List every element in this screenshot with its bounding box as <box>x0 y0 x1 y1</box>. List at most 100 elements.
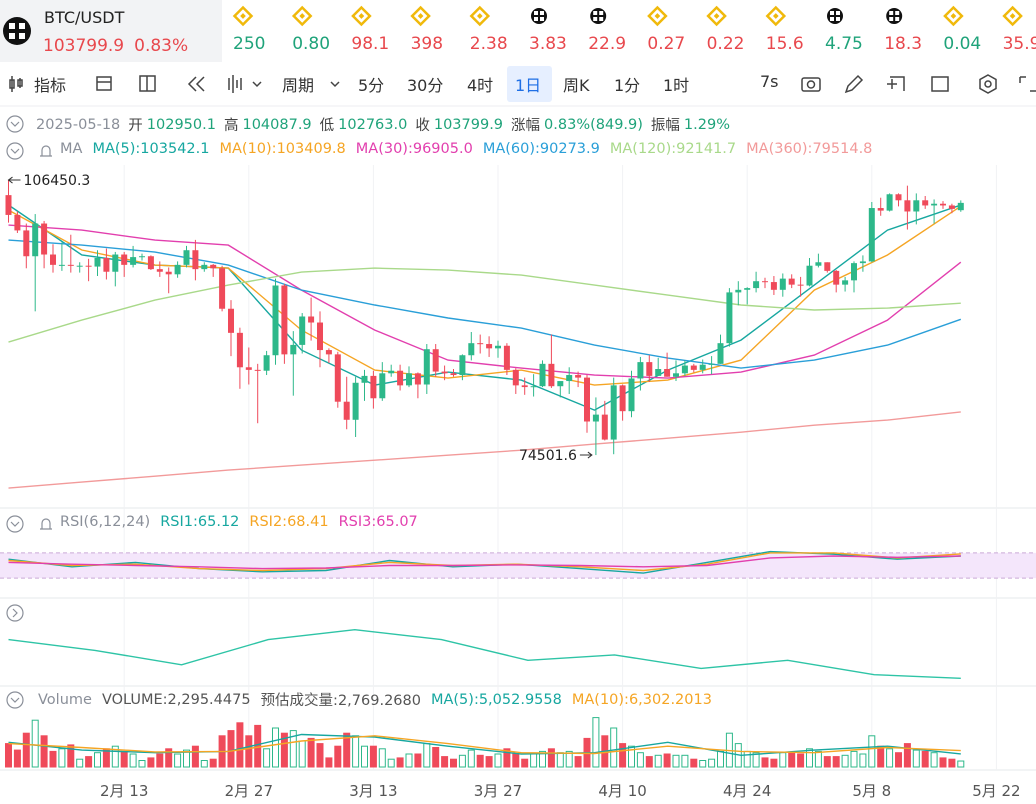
volume-bar <box>49 750 57 768</box>
volume-bar <box>361 745 368 768</box>
candle-body <box>601 414 608 440</box>
info-date: 2025-05-18 <box>36 116 121 133</box>
volume-bar <box>156 753 164 768</box>
interval-button[interactable]: 1时 <box>663 76 690 95</box>
candle-body <box>948 205 955 209</box>
ohlc-info: 2025-05-18 开 102950.1 高 104087.9 低 102763.0 收 1… <box>36 114 738 135</box>
interval-button[interactable]: 1日 <box>515 76 542 95</box>
token-circle <box>590 8 607 24</box>
candle-body <box>308 316 315 323</box>
ticker-value: 15.6 <box>765 34 804 54</box>
interval-button[interactable]: 30分 <box>407 76 444 95</box>
candle-body <box>14 214 21 231</box>
bnb-diamond <box>647 5 668 27</box>
volume-bar <box>22 732 30 768</box>
volume-bar <box>414 753 422 768</box>
bnb-diamond <box>410 5 431 27</box>
pane-icons <box>6 115 52 709</box>
volume-bar <box>316 743 324 768</box>
candle-body <box>23 230 30 257</box>
high-label: 106450.3 <box>24 173 91 189</box>
volume-bar <box>129 753 137 768</box>
x-tick-label: 4月 24 <box>723 782 771 800</box>
candle-body <box>201 264 208 270</box>
pane-dividers <box>0 507 1036 771</box>
candle-body <box>317 322 323 351</box>
volume-bar <box>610 727 618 768</box>
volume-bar <box>476 754 484 768</box>
volume-bar <box>343 732 351 768</box>
token-square <box>599 17 604 21</box>
bnb-icon <box>232 5 254 27</box>
bnb-diamond <box>943 5 964 27</box>
volume-bar <box>699 760 707 768</box>
candle-body <box>432 349 439 372</box>
candle-body <box>895 194 902 201</box>
indicator-button[interactable]: 指标 <box>34 76 67 95</box>
volume-bar <box>209 758 217 768</box>
token-square <box>593 17 598 21</box>
symbol-panel <box>0 0 222 62</box>
candle-body <box>192 250 199 270</box>
candle-body <box>156 269 163 272</box>
selected-interval-bg <box>507 66 552 102</box>
bnb-core <box>772 13 779 19</box>
interval-button[interactable]: 5分 <box>358 76 385 95</box>
candle-body <box>41 223 48 255</box>
volume-legend: Volume VOLUME:2,295.4475 预估成交量:2,769.2680… <box>38 689 722 710</box>
bnb-icon <box>291 5 313 27</box>
info-label: 开 <box>128 118 143 134</box>
token-square <box>895 17 900 21</box>
rsi-legend: RSI(6,12,24) RSI1:65.12 RSI2:68.41 RSI3:65… <box>60 514 428 530</box>
candle-body <box>931 203 938 206</box>
candle-body <box>32 223 39 257</box>
candle-body <box>708 363 715 365</box>
candle-body <box>699 364 706 370</box>
bnb-icon <box>1002 5 1023 27</box>
candle-body <box>868 208 875 262</box>
bnb-diamond <box>1002 5 1023 27</box>
candle-body <box>833 270 840 285</box>
candle-body <box>779 278 786 290</box>
volume-bar <box>503 748 511 768</box>
volume-bar <box>5 743 12 768</box>
volume-bar <box>530 753 538 768</box>
candle-body <box>325 350 332 355</box>
candle-body <box>762 281 768 283</box>
interval-button[interactable]: 4时 <box>467 76 494 95</box>
legend-entry: RSI3:65.07 <box>338 514 418 530</box>
refresh-rate[interactable]: 7s <box>760 72 779 91</box>
candle-body <box>459 355 466 376</box>
volume-bar <box>512 753 520 768</box>
candle-body <box>94 257 101 267</box>
candle-body <box>477 343 484 345</box>
interval-button[interactable]: 周K <box>563 76 590 95</box>
indicator-line <box>8 224 962 379</box>
interval-button[interactable]: 1分 <box>614 76 641 95</box>
volume-bar <box>619 743 627 768</box>
candle-body <box>414 373 421 385</box>
candle-body <box>770 282 777 290</box>
candle-body <box>263 355 270 371</box>
candle-body <box>50 254 56 265</box>
candle-body <box>877 208 884 211</box>
volume-bar <box>565 750 573 768</box>
candle-body <box>735 289 742 293</box>
candle-body <box>343 401 350 420</box>
info-label: 振幅 <box>650 118 680 134</box>
bnb-icon <box>469 5 491 27</box>
volume-bar <box>645 756 653 768</box>
volume-bar <box>654 754 662 768</box>
volume-bar <box>779 752 787 768</box>
bnb-icon <box>647 5 668 27</box>
candle-body <box>744 288 751 290</box>
volume-bar <box>770 758 778 768</box>
candle-body <box>726 292 733 344</box>
candle-body <box>406 373 412 386</box>
candle-body <box>646 362 653 376</box>
volume-bar <box>841 754 849 768</box>
period-button[interactable]: 周期 <box>282 76 315 95</box>
volume-bar <box>850 750 858 768</box>
symbol: BTC/USDT <box>44 8 125 27</box>
